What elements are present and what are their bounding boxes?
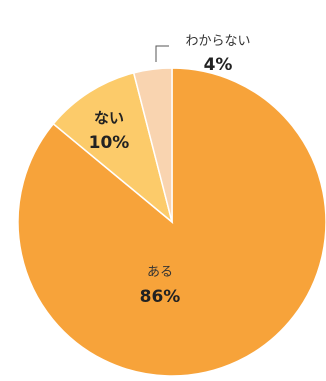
leader-line — [155, 45, 169, 62]
label-nai-category: ない — [94, 109, 124, 127]
slice-wakaranai — [132, 67, 173, 223]
pie-slices — [17, 67, 326, 377]
label-aru-value: 86% — [140, 287, 181, 307]
label-wakaranai-value: 4% — [204, 55, 233, 75]
label-aru-category: ある — [147, 265, 173, 280]
slice-nai — [52, 71, 174, 225]
label-nai-value: 10% — [89, 133, 130, 153]
label-wakaranai-category: わからない — [185, 34, 250, 49]
